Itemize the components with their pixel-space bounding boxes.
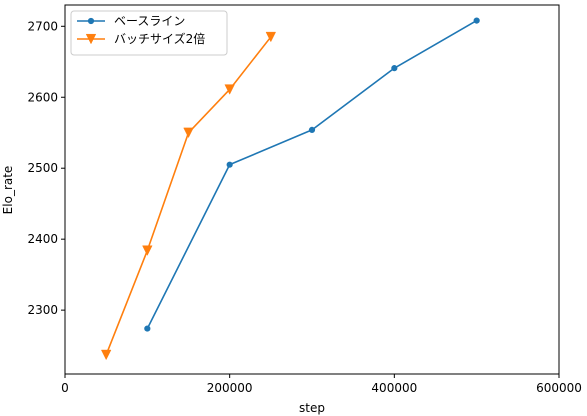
series-layer <box>100 17 480 361</box>
plot-frame <box>64 4 560 375</box>
legend-item: ベースライン <box>77 14 185 28</box>
y-tick-label: 2400 <box>27 232 58 246</box>
data-point <box>224 84 235 95</box>
legend-marker <box>87 17 95 25</box>
y-axis-ticks: 2300 2400 2500 2600 2700 <box>27 19 65 317</box>
legend-label: バッチサイズ2倍 <box>114 31 205 46</box>
data-point <box>308 126 316 133</box>
series-1 <box>144 17 480 332</box>
data-point <box>144 325 151 332</box>
y-tick-label: 2500 <box>27 161 58 175</box>
x-tick-label: 0 <box>61 381 69 395</box>
data-point <box>183 127 194 139</box>
y-tick-label: 2600 <box>27 90 58 104</box>
legend-label: ベースライン <box>114 14 185 28</box>
x-axis-ticks: 0 200000 400000 600000 <box>61 374 582 395</box>
data-point <box>391 65 398 72</box>
data-point <box>226 161 233 168</box>
x-axis-label: step <box>299 401 325 415</box>
legend-marker <box>85 33 97 45</box>
x-tick-label: 400000 <box>371 381 417 395</box>
y-tick-label: 2700 <box>27 19 58 33</box>
data-point <box>473 17 480 24</box>
y-axis-label: Elo_rate <box>1 166 15 215</box>
legend-box <box>70 10 228 56</box>
legend-item: バッチサイズ2倍 <box>77 31 205 46</box>
y-tick-label: 2300 <box>27 303 58 317</box>
data-point <box>265 31 277 43</box>
x-tick-label: 600000 <box>536 381 582 395</box>
data-point <box>100 349 112 361</box>
series-2 <box>100 31 277 361</box>
data-point <box>142 245 153 256</box>
x-tick-label: 200000 <box>207 381 253 395</box>
plot-background <box>65 5 559 374</box>
